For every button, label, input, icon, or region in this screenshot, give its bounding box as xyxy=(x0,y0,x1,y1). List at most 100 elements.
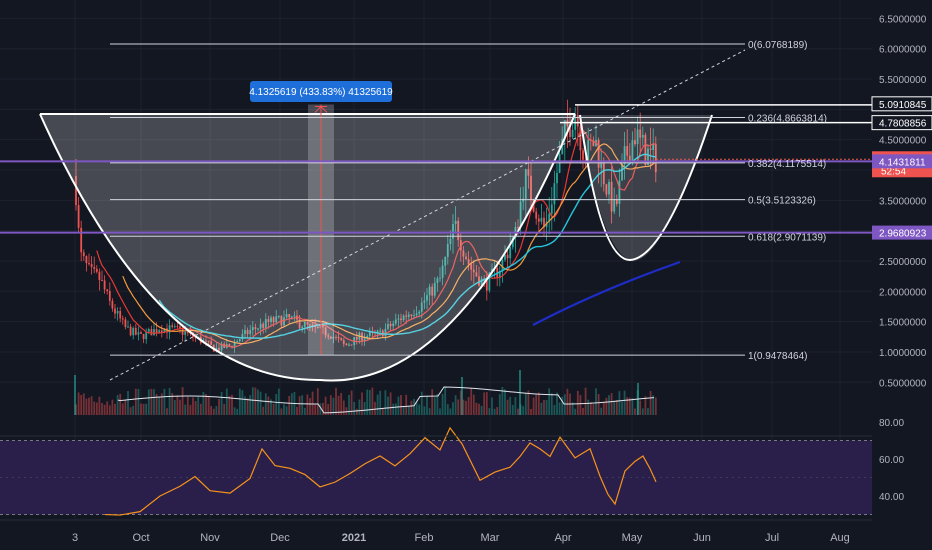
cup-curve[interactable] xyxy=(39,113,576,382)
candle-body xyxy=(272,317,275,323)
volume-bar xyxy=(82,393,85,415)
volume-bar xyxy=(504,389,506,415)
volume-bar xyxy=(147,389,150,415)
volume-bar xyxy=(381,408,384,415)
candle-body xyxy=(82,252,85,257)
candle-body xyxy=(579,126,582,151)
fib-level-label: 0(6.0768189) xyxy=(748,40,808,51)
volume-bar xyxy=(173,400,176,415)
volume-bar xyxy=(491,397,493,415)
volume-bar xyxy=(452,402,454,415)
candle-body xyxy=(415,313,418,316)
volume-bar xyxy=(225,388,228,415)
volume-bar xyxy=(114,403,116,415)
volume-bar xyxy=(472,394,475,415)
time-axis[interactable]: 3 Oct Nov Dec 2021 Feb Mar Apr May Jun Jul Aug xyxy=(72,532,850,544)
candle-body xyxy=(355,337,358,340)
volume-bar xyxy=(431,389,434,415)
volume-bar xyxy=(74,375,76,415)
candle-body xyxy=(402,315,405,321)
candle-body xyxy=(158,330,161,333)
volume-bar xyxy=(470,388,473,415)
candle-body xyxy=(553,183,556,205)
volume-bar xyxy=(106,401,109,415)
handle-curve[interactable] xyxy=(579,114,713,262)
candle-body xyxy=(311,324,314,326)
volume-bar xyxy=(160,393,163,415)
volume-bar xyxy=(574,408,577,415)
price-tick-label: 6.0000000 xyxy=(879,45,927,56)
volume-bar xyxy=(98,396,101,415)
rsi-pane[interactable] xyxy=(0,426,872,521)
volume-bar xyxy=(563,394,566,415)
volume-bar xyxy=(259,391,262,415)
volume-ma-line xyxy=(117,386,655,414)
volume-bar xyxy=(556,392,558,415)
volume-bar xyxy=(387,396,389,415)
volume-bar xyxy=(639,400,642,415)
candle-body xyxy=(127,326,129,328)
candle-body xyxy=(327,335,330,337)
volume-bar xyxy=(641,408,644,415)
price-marker[interactable] xyxy=(871,96,932,112)
price-marker[interactable] xyxy=(872,154,932,169)
candle-body xyxy=(558,153,561,173)
candle-body xyxy=(264,319,267,328)
candle-body xyxy=(647,148,649,166)
volume-bar xyxy=(576,390,579,415)
candle-body xyxy=(223,343,226,348)
candle-body xyxy=(155,329,158,333)
candle-body xyxy=(324,327,327,336)
candle-body xyxy=(522,198,525,202)
candle-body xyxy=(267,319,270,322)
candle-body xyxy=(626,146,629,156)
ma-short-line xyxy=(96,129,656,348)
volume-bar xyxy=(498,394,501,415)
volume-bar xyxy=(210,406,213,415)
candle-body xyxy=(550,204,553,214)
cup-and-handle-drawing[interactable] xyxy=(0,49,872,382)
price-marker[interactable] xyxy=(872,225,932,240)
candle-body xyxy=(636,129,639,145)
volume-bar xyxy=(340,393,343,415)
candle-body xyxy=(530,175,532,201)
volume-bar xyxy=(171,392,174,415)
volume-bar xyxy=(93,401,96,415)
volume-bar xyxy=(418,404,421,415)
volume-bar xyxy=(371,387,374,415)
candle-body xyxy=(244,330,246,334)
price-marker[interactable] xyxy=(871,115,932,131)
volume-bar xyxy=(467,397,470,415)
volume-bar xyxy=(433,397,436,415)
volume-bar xyxy=(288,395,291,415)
candle-body xyxy=(517,227,519,229)
candle-body xyxy=(457,220,460,241)
candle-body xyxy=(587,139,590,164)
fib-level-label: 0.236(4.8663814) xyxy=(748,113,827,124)
fibonacci-retracement[interactable]: 0(6.0768189) 0.236(4.8663814) 0.382(4.1175… xyxy=(110,40,827,362)
volume-bar xyxy=(553,404,556,415)
volume-bar xyxy=(80,395,83,415)
volume-bar xyxy=(145,403,148,415)
candle-body xyxy=(543,217,545,228)
candle-body xyxy=(121,318,124,320)
price-axis-bg xyxy=(872,0,932,550)
volume-bar xyxy=(129,407,132,415)
volume-bar xyxy=(545,400,548,415)
volume-bar xyxy=(389,392,392,415)
price-candles[interactable] xyxy=(75,99,681,355)
price-axis[interactable]: 6.5000000 6.0000000 5.5000000 4.5000000 3.50… xyxy=(871,0,932,550)
volume-bar xyxy=(241,390,244,415)
candle-body xyxy=(376,330,379,333)
volume-bar xyxy=(283,404,285,415)
volume-bar xyxy=(296,406,298,415)
volume-bar xyxy=(530,408,532,415)
volume-bar xyxy=(587,399,590,415)
volume-bar xyxy=(407,406,410,415)
candle-body xyxy=(509,247,512,259)
volume-bar xyxy=(618,391,621,415)
volume-bar xyxy=(413,398,415,415)
candle-body xyxy=(511,237,514,248)
volume-bar xyxy=(254,387,257,415)
